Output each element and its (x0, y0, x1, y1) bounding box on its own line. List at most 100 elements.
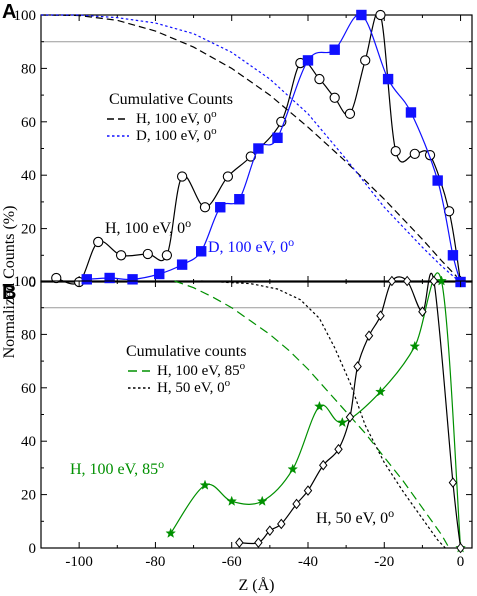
star-marker (256, 495, 268, 506)
star-marker (199, 479, 211, 490)
circle-marker (142, 248, 153, 260)
degree-superscript: o (240, 360, 246, 372)
x-tick-label: 0 (457, 554, 465, 570)
cumulative-line (40, 14, 458, 278)
series-distribution-009000 (165, 272, 466, 553)
x-tick-label: -60 (222, 554, 242, 570)
series-distribution-1010ff (81, 9, 466, 288)
cumulative-line (41, 14, 458, 280)
star-marker (409, 340, 421, 351)
square-marker (432, 175, 443, 186)
diamond-marker (265, 525, 275, 536)
diamond-marker (418, 306, 427, 318)
diamond-marker (353, 361, 362, 372)
legend-entry: H, 100 eV, 0o (136, 108, 217, 127)
circle-marker (375, 9, 386, 21)
series-distribution-000000 (51, 9, 466, 288)
circle-marker (424, 150, 436, 161)
square-marker (234, 194, 245, 205)
diamond-marker (345, 411, 355, 423)
star-marker (436, 275, 447, 286)
diamond-marker (277, 518, 286, 530)
series-label: H, 100 eV, 85o (70, 457, 164, 478)
circle-marker (390, 146, 401, 157)
diamond-marker (402, 275, 412, 287)
degree-superscript: o (388, 506, 394, 520)
square-marker (447, 250, 459, 261)
degree-superscript: o (288, 235, 294, 249)
panel-letter-b: B (2, 282, 16, 304)
x-axis-label: Z (Å) (239, 576, 275, 594)
square-marker (215, 202, 226, 213)
square-marker (272, 132, 283, 144)
y-tick-label: 0 (29, 541, 37, 557)
circle-marker (93, 236, 104, 248)
circle-marker (176, 171, 188, 182)
diamond-marker (364, 330, 374, 342)
y-tick-label: 80 (21, 327, 36, 343)
diamond-marker (429, 275, 439, 287)
y-tick-label: 20 (21, 488, 36, 504)
degree-superscript: o (158, 457, 164, 471)
cumulative-line (174, 280, 450, 549)
circle-marker (344, 108, 356, 119)
diamond-marker (376, 310, 385, 322)
legend-entry: H, 100 eV, 85o (157, 360, 246, 379)
series-label: H, 50 eV, 0o (316, 506, 394, 527)
star-marker (165, 527, 176, 538)
square-marker (253, 143, 264, 154)
square-marker (81, 274, 92, 285)
square-marker (405, 107, 417, 118)
x-tick-label: -100 (65, 554, 93, 570)
legend-entry: H, 50 eV, 0o (157, 377, 231, 396)
y-tick-label: 60 (21, 381, 36, 397)
diamond-marker (303, 485, 313, 496)
circle-marker (222, 171, 234, 182)
star-marker (287, 463, 299, 474)
circle-marker (360, 55, 371, 66)
legend-title: Cumulative Counts (109, 91, 233, 108)
distribution-line (170, 272, 462, 549)
series-label: D, 100 eV, 0o (208, 235, 294, 256)
legend-title: Cumulative counts (126, 343, 246, 360)
series-cumulative-1010ff (41, 14, 458, 280)
panel-letter-a: A (2, 1, 16, 23)
star-marker (226, 495, 238, 506)
panel-b: 0 20 40 60 80 100 -100 -80 -60 -40 -20 0 Cumulative … (2, 272, 473, 594)
x-tick-label: -80 (145, 554, 165, 570)
y-tick-label: 100 (14, 274, 37, 290)
square-marker (104, 272, 115, 284)
plot-frame (40, 280, 473, 549)
circle-marker (115, 250, 127, 261)
circle-marker (51, 272, 62, 284)
square-marker (127, 274, 138, 285)
legend-entry: D, 100 eV, 0o (136, 125, 217, 144)
circle-marker (409, 148, 420, 159)
series-cumulative-000000 (201, 280, 446, 549)
star-marker (314, 400, 325, 412)
y-axis-label: Normalized Counts (%) (1, 206, 18, 359)
circle-marker (199, 202, 211, 213)
square-marker (176, 259, 188, 270)
shared-axes: Normalized Counts (%) (1, 206, 18, 359)
distribution-line (56, 11, 462, 285)
y-tick-label: 40 (21, 168, 36, 184)
series-cumulative-009000 (174, 280, 450, 549)
series-label: H, 100 eV, 0o (105, 216, 191, 237)
square-marker (302, 55, 314, 66)
circle-marker (314, 73, 325, 85)
diamond-marker (319, 459, 328, 471)
square-marker (356, 9, 367, 21)
diamond-marker (334, 443, 343, 455)
circle-marker (329, 92, 340, 103)
star-marker (337, 416, 348, 428)
square-marker (329, 44, 340, 55)
y-tick-label: 100 (14, 8, 37, 24)
series-distribution-000000 (235, 272, 465, 554)
circle-marker (161, 250, 173, 261)
distribution-line (239, 272, 462, 549)
diamond-marker (292, 498, 301, 510)
